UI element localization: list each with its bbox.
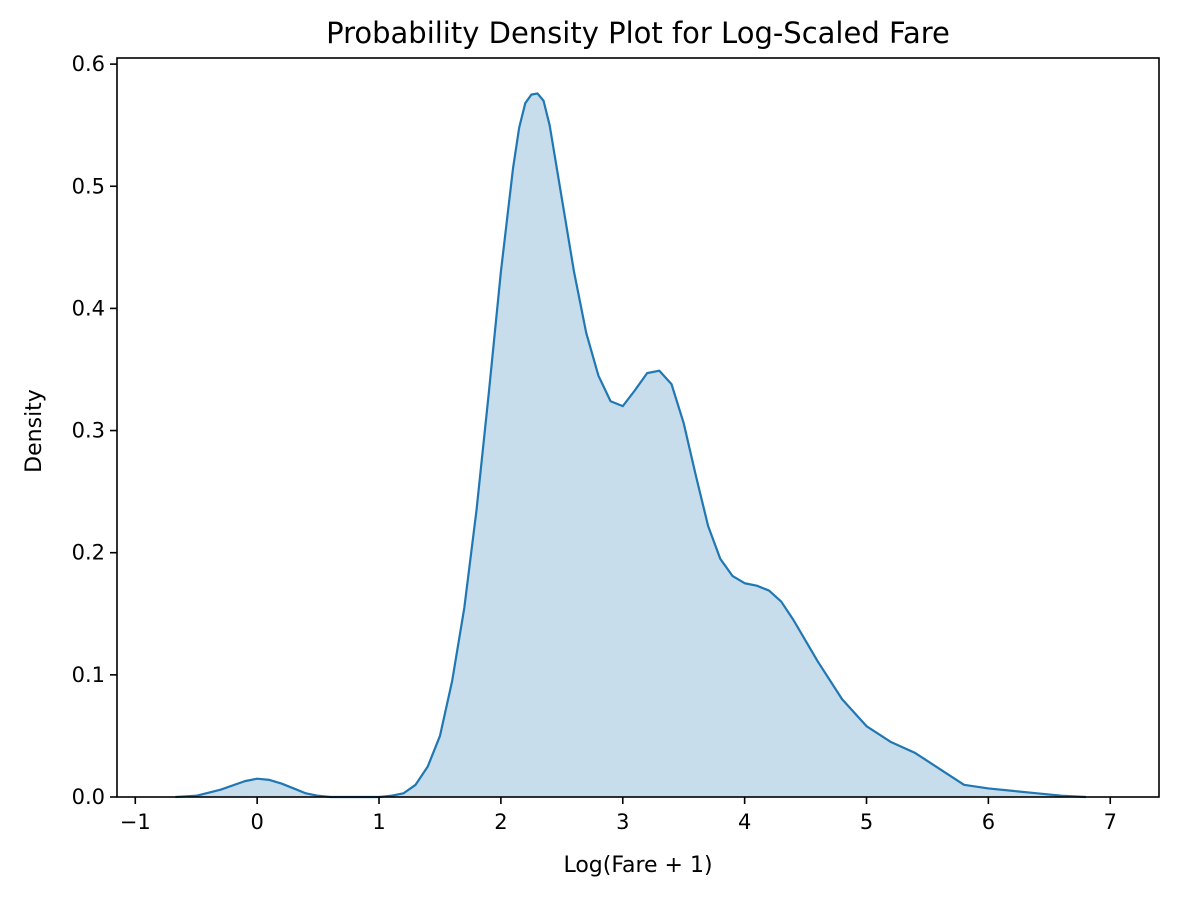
y-tick-label: 0.5 — [72, 174, 105, 198]
y-tick-label: 0.3 — [72, 419, 105, 443]
x-tick-label: 5 — [860, 810, 873, 834]
x-tick-label: 4 — [738, 810, 751, 834]
y-tick-label: 0.4 — [72, 296, 105, 320]
y-tick-label: 0.1 — [72, 663, 105, 687]
x-axis-label: Log(Fare + 1) — [563, 853, 712, 878]
x-tick-label: 2 — [494, 810, 507, 834]
x-tick-label: 6 — [982, 810, 995, 834]
y-tick-label: 0.0 — [72, 785, 105, 809]
y-axis-label: Density — [22, 389, 47, 473]
y-tick-label: 0.6 — [72, 52, 105, 76]
plot-area — [175, 92, 1086, 799]
x-tick-label: 7 — [1104, 810, 1117, 834]
plot-frame — [116, 57, 1160, 798]
chart-title: Probability Density Plot for Log-Scaled … — [326, 16, 950, 50]
x-tick-label: 0 — [250, 810, 263, 834]
density-area — [175, 93, 1086, 798]
axis-ticks: −1 0 1 2 3 4 5 6 7 0.0 0.1 0.2 0.3 0.4 0.5 0.6 — [72, 52, 1117, 834]
x-tick-label: −1 — [120, 810, 151, 834]
x-tick-label: 3 — [616, 810, 629, 834]
x-tick-label: 1 — [372, 810, 385, 834]
y-tick-label: 0.2 — [72, 541, 105, 565]
